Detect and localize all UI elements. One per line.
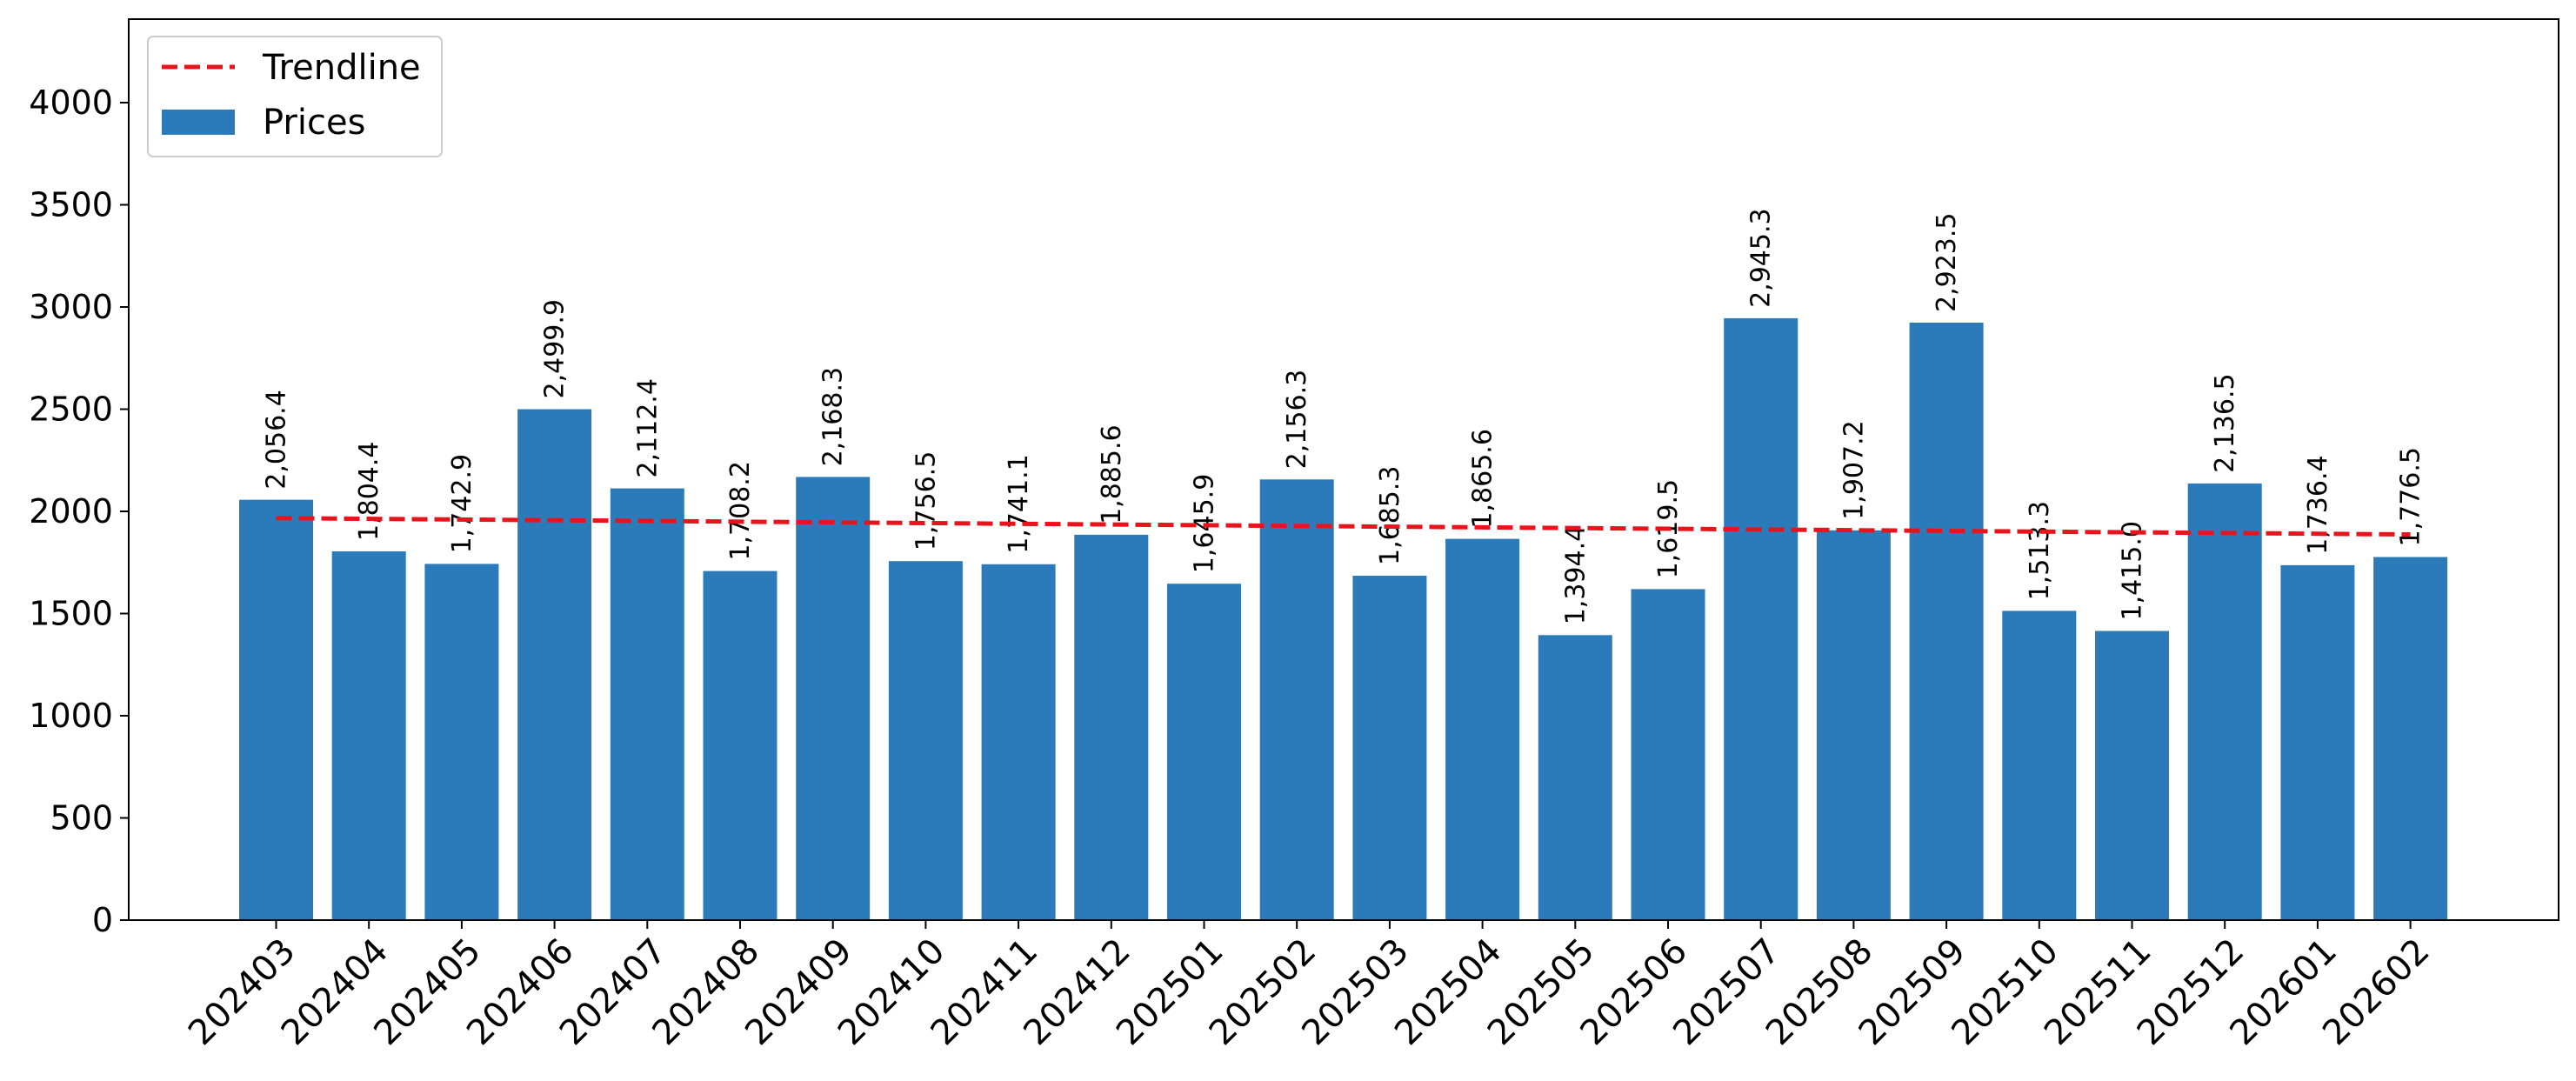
legend-prices-swatch xyxy=(162,110,235,135)
bar-202511 xyxy=(2095,631,2169,920)
y-tick-label: 3000 xyxy=(29,288,113,326)
y-tick-label: 1500 xyxy=(29,595,113,633)
data-label: 2,156.3 xyxy=(1282,370,1312,470)
bar-202412 xyxy=(1074,534,1149,920)
bars-group xyxy=(239,317,2448,920)
bar-202504 xyxy=(1445,538,1520,920)
plot-frame xyxy=(128,18,2559,921)
bar-202502 xyxy=(1259,479,1334,920)
bar-202410 xyxy=(888,561,963,920)
data-label: 1,741.1 xyxy=(1004,454,1034,554)
trendline xyxy=(276,516,2411,537)
data-label: 2,923.5 xyxy=(1932,212,1962,312)
data-label: 2,056.4 xyxy=(262,390,292,490)
data-label: 1,756.5 xyxy=(911,451,941,551)
data-label: 1,742.9 xyxy=(447,454,477,554)
data-label: 1,513.3 xyxy=(2025,501,2055,601)
bar-202503 xyxy=(1352,576,1427,920)
bar-202512 xyxy=(2187,483,2262,920)
bar-202601 xyxy=(2280,564,2355,920)
y-tick-label: 3500 xyxy=(29,186,113,224)
data-label: 1,804.4 xyxy=(354,441,384,541)
bar-202508 xyxy=(1816,530,1891,920)
legend-trendline-label: Trendline xyxy=(262,48,421,88)
y-tick-label: 1000 xyxy=(29,697,113,735)
data-label: 1,907.2 xyxy=(1839,420,1869,520)
data-label: 1,394.4 xyxy=(1560,525,1591,625)
y-tick-label: 2500 xyxy=(29,390,113,429)
y-tick-label: 500 xyxy=(50,799,113,837)
bar-202509 xyxy=(1909,323,1984,920)
bar-202505 xyxy=(1538,635,1612,920)
bar-202403 xyxy=(239,499,313,920)
bar-202409 xyxy=(796,477,871,920)
bar-202501 xyxy=(1167,584,1241,920)
data-label: 1,885.6 xyxy=(1097,424,1127,524)
y-tick-label: 2000 xyxy=(29,492,113,530)
data-label: 1,736.4 xyxy=(2303,455,2333,555)
data-label: 1,776.5 xyxy=(2396,447,2426,547)
bar-202404 xyxy=(331,551,406,920)
bar-202506 xyxy=(1631,589,1705,920)
bar-202510 xyxy=(2002,611,2077,920)
legend-prices-label: Prices xyxy=(263,103,365,143)
data-label: 2,112.4 xyxy=(632,378,663,478)
data-label: 1,865.6 xyxy=(1468,429,1498,529)
data-label: 1,685.3 xyxy=(1375,465,1405,565)
data-label: 2,499.9 xyxy=(540,299,571,399)
bar-202407 xyxy=(610,488,684,920)
bar-202406 xyxy=(517,409,592,920)
legend: Trendline Prices xyxy=(147,36,443,157)
bar-202507 xyxy=(1724,317,1799,920)
x-axis: 2024032024042024052024062024072024082024… xyxy=(181,920,2438,1053)
y-axis: 0 500 1000 1500 2000 2500 3000 3500 4000 xyxy=(29,83,129,939)
data-label: 1,415.0 xyxy=(2118,521,2148,621)
y-tick-label: 0 xyxy=(92,901,113,939)
bar-202602 xyxy=(2373,557,2448,920)
data-labels-group: 2,056.4 1,804.4 1,742.9 2,499.9 2,112.4 1,708… xyxy=(262,208,2426,624)
data-label: 1,708.2 xyxy=(725,461,756,561)
bar-202411 xyxy=(981,564,1056,920)
data-label: 2,136.5 xyxy=(2210,373,2240,473)
bar-202405 xyxy=(424,564,499,920)
data-label: 2,168.3 xyxy=(818,367,849,467)
bar-202408 xyxy=(703,571,777,920)
y-tick-label: 4000 xyxy=(29,83,113,122)
data-label: 2,945.3 xyxy=(1746,208,1777,308)
